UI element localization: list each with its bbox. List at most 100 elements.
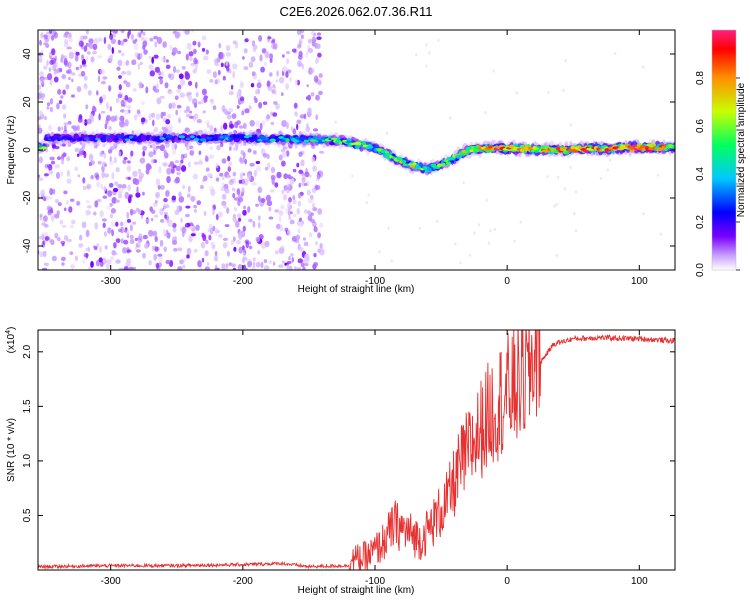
spectrogram-speckle bbox=[287, 206, 291, 213]
colorbar: 0.0 0.2 0.4 0.6 0.8 Normalized spectral ampl… bbox=[695, 29, 747, 277]
spectrogram-speckle bbox=[88, 153, 94, 161]
spectrogram-speckle bbox=[564, 58, 567, 63]
spectrogram-ridge-cell bbox=[178, 135, 186, 139]
spectrogram-speckle bbox=[86, 118, 92, 125]
spectrogram-speckle bbox=[252, 150, 257, 155]
spectrogram-speckle bbox=[298, 194, 302, 199]
spectrogram-speckle bbox=[44, 116, 47, 120]
spectrogram-speckle bbox=[54, 232, 59, 239]
spectrogram-speckle bbox=[258, 195, 261, 202]
spectrogram-ridge-cell bbox=[84, 137, 90, 141]
spectrogram-speckle bbox=[228, 161, 232, 167]
colorbar-tick-label: 0.0 bbox=[695, 263, 706, 277]
spectrogram-speckle bbox=[201, 35, 207, 41]
x-tick-label: -300 bbox=[101, 576, 121, 587]
spectrogram-speckle bbox=[178, 117, 181, 124]
spectrogram-speckle bbox=[164, 214, 170, 221]
spectrogram-speckle bbox=[97, 75, 101, 83]
spectrogram-speckle bbox=[195, 224, 200, 231]
spectrogram-speckle bbox=[140, 52, 143, 59]
spectrogram-speckle bbox=[137, 168, 142, 174]
spectrogram-speckle bbox=[285, 51, 291, 55]
spectrogram-speckle bbox=[206, 69, 212, 74]
spectrogram-speckle bbox=[135, 249, 141, 253]
spectrogram-speckle bbox=[90, 56, 95, 63]
spectrogram-speckle bbox=[191, 30, 194, 33]
spectrogram-speckle bbox=[38, 124, 41, 128]
spectrogram-speckle bbox=[63, 190, 68, 195]
spectrogram-speckle bbox=[81, 58, 86, 66]
spectrogram-speckle bbox=[203, 55, 209, 61]
spectrogram-speckle bbox=[259, 122, 263, 131]
spectrogram-speckle bbox=[235, 220, 240, 228]
spectrogram-speckle bbox=[156, 36, 163, 45]
spectrogram-speckle bbox=[227, 166, 232, 172]
spectrogram-speckle bbox=[255, 160, 261, 165]
spectrogram-speckle bbox=[192, 173, 198, 180]
spectrogram-speckle bbox=[111, 172, 115, 180]
spectrogram-speckle bbox=[142, 45, 146, 50]
spectrogram-speckle bbox=[281, 260, 285, 264]
spectrogram-speckle bbox=[102, 144, 106, 148]
spectrogram-speckle bbox=[242, 209, 247, 216]
spectrogram-speckle bbox=[168, 103, 173, 110]
spectrogram-speckle bbox=[132, 177, 138, 185]
spectrogram-speckle bbox=[574, 229, 578, 233]
snr-line bbox=[38, 330, 675, 570]
spectrogram-speckle bbox=[107, 55, 113, 63]
spectrogram-speckle bbox=[162, 41, 167, 48]
spectrogram-speckle bbox=[220, 62, 224, 68]
spectrogram-speckle bbox=[63, 57, 68, 66]
spectrogram-speckle bbox=[169, 44, 173, 51]
spectrogram-speckle bbox=[318, 150, 325, 154]
spectrogram-speckle bbox=[38, 116, 42, 121]
spectrogram-speckle bbox=[88, 161, 92, 167]
spectrogram-speckle bbox=[154, 66, 161, 73]
spectrogram-speckle bbox=[308, 232, 313, 238]
spectrogram-ridge-cell bbox=[165, 134, 173, 139]
spectrogram-speckle bbox=[148, 55, 152, 59]
spectrogram-speckle bbox=[487, 241, 490, 245]
spectrogram-speckle bbox=[83, 45, 88, 52]
spectrogram-speckle bbox=[303, 241, 309, 247]
spectrogram-speckle bbox=[156, 83, 159, 89]
spectrogram-speckle bbox=[247, 148, 252, 153]
spectrogram-speckle bbox=[140, 117, 146, 123]
spectrogram-speckle bbox=[128, 266, 134, 270]
spectrogram-speckle bbox=[120, 99, 125, 106]
spectrogram-speckle bbox=[163, 197, 168, 203]
spectrogram-speckle bbox=[237, 213, 242, 219]
spectrogram-speckle bbox=[88, 38, 94, 44]
spectrogram-speckle bbox=[39, 78, 45, 85]
spectrogram-speckle bbox=[144, 243, 149, 249]
spectrogram-speckle bbox=[230, 239, 235, 246]
spectrogram-speckle bbox=[47, 73, 53, 81]
spectrogram-speckle bbox=[120, 226, 124, 234]
spectrogram-speckle bbox=[269, 72, 273, 77]
spectrogram-speckle bbox=[249, 162, 255, 167]
spectrogram-speckle bbox=[298, 38, 303, 45]
spectrogram-speckle bbox=[254, 97, 258, 104]
spectrogram-ridge-cell bbox=[309, 139, 317, 142]
spectrogram-speckle bbox=[315, 114, 319, 121]
spectrogram-speckle bbox=[96, 90, 99, 96]
spectrogram-speckle bbox=[599, 176, 602, 181]
spectrogram-speckle bbox=[114, 114, 118, 122]
spectrogram-speckle bbox=[83, 75, 88, 81]
spectrogram-speckle bbox=[222, 75, 226, 81]
spectrogram-speckle bbox=[281, 92, 284, 97]
spectrogram-speckle bbox=[192, 69, 197, 74]
spectrogram-speckle bbox=[177, 84, 182, 90]
spectrogram-speckle bbox=[270, 40, 276, 44]
spectrogram-ridge-cell bbox=[530, 149, 535, 153]
spectrogram-speckle bbox=[81, 221, 87, 229]
spectrogram-speckle bbox=[298, 151, 303, 157]
spectrogram-speckle bbox=[122, 184, 127, 189]
spectrogram-speckle bbox=[255, 89, 258, 95]
spectrogram-speckle bbox=[243, 66, 249, 71]
spectrogram-speckle bbox=[48, 196, 54, 200]
spectrogram-speckle bbox=[137, 63, 141, 70]
spectrogram-speckle bbox=[300, 34, 304, 39]
spectrogram-speckle bbox=[180, 217, 183, 223]
spectrogram-speckle bbox=[94, 200, 99, 208]
